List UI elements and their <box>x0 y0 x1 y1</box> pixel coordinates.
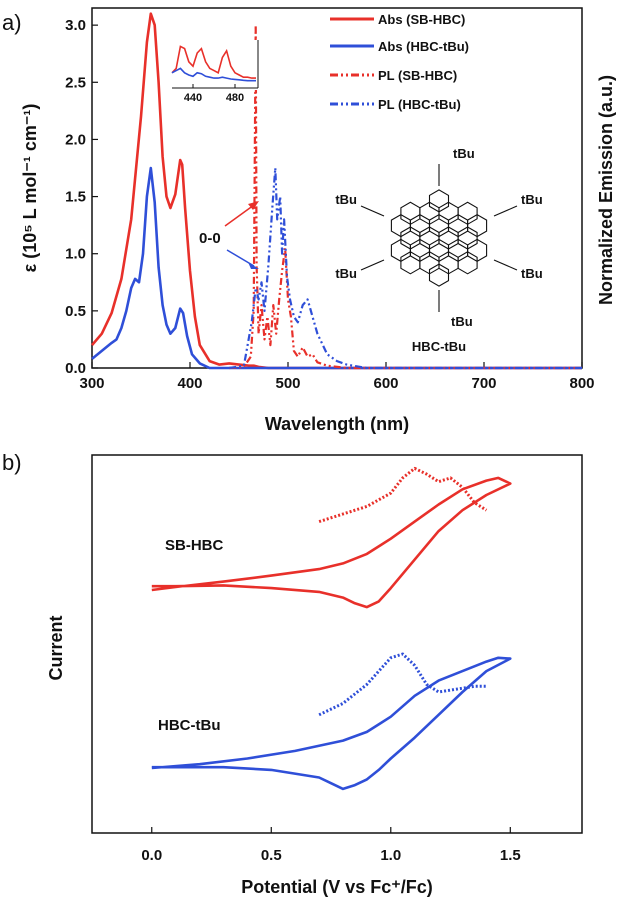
arrow-red <box>224 204 255 227</box>
ring <box>428 263 450 287</box>
y-tick-label-a: 1.5 <box>65 189 86 206</box>
x-tick-label-a: 600 <box>373 375 398 392</box>
ring <box>467 213 488 238</box>
x-tick-label-b: 1.5 <box>500 847 521 864</box>
x-axis-title-b: Potential (V vs Fc⁺/Fc) <box>241 877 433 897</box>
y-tick-label-a: 3.0 <box>65 17 86 34</box>
legend-label-pl-hbctbu: PL (HBC-tBu) <box>378 97 461 112</box>
series-line-b-1 <box>318 466 488 524</box>
x-tick-label-a: 800 <box>569 375 594 392</box>
panel-a-label: a) <box>2 10 22 35</box>
legend-a: Abs (SB-HBC) Abs (HBC-tBu) PL (SB-HBC) P… <box>330 12 469 112</box>
y-tick-label-a: 2.0 <box>65 131 86 148</box>
series-line-b-2 <box>151 656 512 791</box>
molecule-name: HBC-tBu <box>412 339 466 354</box>
x-tick-label-b: 0.5 <box>261 847 282 864</box>
series-line-a-3 <box>229 166 582 370</box>
x-tick-label-b: 0.0 <box>141 847 162 864</box>
y-axis-title-a: ε (10⁵ L mol⁻¹ cm⁻¹) <box>20 104 40 273</box>
x-axis-title-a: Wavelength (nm) <box>265 414 409 434</box>
tbu-bond <box>360 205 385 217</box>
panel-b-label: b) <box>2 450 22 475</box>
inset-tick-label: 440 <box>184 92 202 104</box>
tbu-bond <box>493 205 518 217</box>
legend-label-abs-hbctbu: Abs (HBC-tBu) <box>378 39 469 54</box>
y-tick-label-a: 0.5 <box>65 303 86 320</box>
y-tick-label-a: 0.0 <box>65 360 86 377</box>
substituent-label: tBu <box>335 266 357 281</box>
series-line-a-0 <box>91 12 582 370</box>
series-label-hbctbu: HBC-tBu <box>158 717 220 734</box>
x-tick-label-a: 700 <box>471 375 496 392</box>
substituent-label: tBu <box>453 146 475 161</box>
tbu-bond <box>360 259 385 271</box>
substituent-label: tBu <box>521 266 543 281</box>
x-tick-label-a: 300 <box>79 375 104 392</box>
series-line-b-0 <box>151 476 512 609</box>
series-label-sbhbc: SB-HBC <box>165 537 223 554</box>
y-axis-title-b: Current <box>46 615 66 680</box>
annotation-zero-zero: 0-0 <box>199 230 221 247</box>
inset-tick-label: 480 <box>226 92 244 104</box>
substituent-label: tBu <box>521 192 543 207</box>
series-line-a-1 <box>91 166 582 370</box>
plot-b-frame <box>91 454 583 834</box>
x-tick-label-a: 500 <box>275 375 300 392</box>
y-tick-label-a: 2.5 <box>65 74 86 91</box>
substituent-label: tBu <box>451 314 473 329</box>
x-tick-label-a: 400 <box>177 375 202 392</box>
series-line-b-3 <box>318 652 487 717</box>
y-axis-title-right-a: Normalized Emission (a.u.) <box>596 75 616 305</box>
legend-label-pl-sbhbc: PL (SB-HBC) <box>378 68 457 83</box>
molecule-structure: tBu tBu tBu tBu tBu tBu HBC-tBu <box>335 146 542 354</box>
ring <box>457 251 478 275</box>
inset-series-line-0 <box>171 45 256 79</box>
x-tick-label-b: 1.0 <box>380 847 401 864</box>
legend-label-abs-sbhbc: Abs (SB-HBC) <box>378 12 465 27</box>
y-tick-label-a: 1.0 <box>65 246 86 263</box>
inset-plot: 440 480 <box>170 40 259 104</box>
inset-series-line-1 <box>171 67 256 82</box>
substituent-label: tBu <box>335 192 357 207</box>
tbu-bond <box>493 259 518 271</box>
